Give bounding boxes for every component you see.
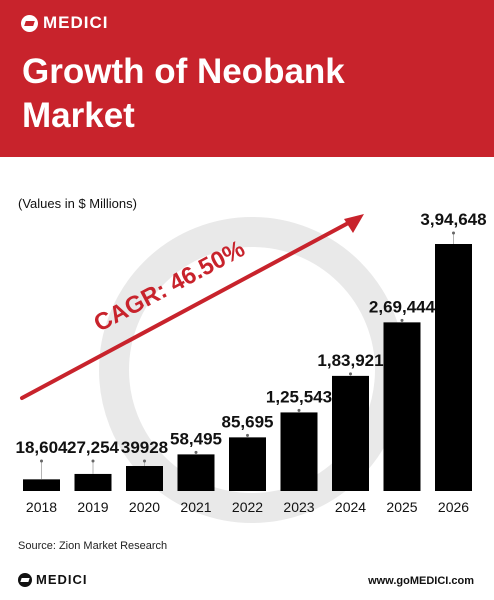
bar-2018 xyxy=(23,479,60,491)
value-connector-dot-2024 xyxy=(349,372,352,376)
value-label-2023: 1,25,543 xyxy=(266,387,332,406)
tick-label-2024: 2024 xyxy=(335,499,366,515)
page-title: Growth of Neobank Market xyxy=(22,52,345,135)
value-connector-dot-2019 xyxy=(91,459,95,463)
units-note: (Values in $ Millions) xyxy=(18,196,137,211)
value-connector-dot-2018 xyxy=(40,459,43,463)
bar-2022 xyxy=(229,437,266,491)
value-connector-dot-2022 xyxy=(246,433,249,437)
tick-label-2018: 2018 xyxy=(26,499,57,515)
tick-label-2025: 2025 xyxy=(386,499,417,515)
footer-brand-name: MEDICI xyxy=(36,572,88,587)
website-link[interactable]: www.goMEDICI.com xyxy=(368,575,474,587)
trend-arrow-head xyxy=(344,214,364,233)
tick-label-2026: 2026 xyxy=(438,499,469,515)
tick-label-2023: 2023 xyxy=(283,499,314,515)
value-connector-dot-2021 xyxy=(194,450,198,454)
header-banner: MEDICI Growth of Neobank Market xyxy=(0,0,494,157)
value-label-2025: 2,69,444 xyxy=(369,297,436,316)
value-label-2018: 18,604 xyxy=(16,438,69,457)
trend-arrow-line xyxy=(20,219,354,400)
bar-2025 xyxy=(383,322,421,491)
bar-2024 xyxy=(332,375,369,491)
tick-label-2019: 2019 xyxy=(77,499,108,515)
bar-2020 xyxy=(126,466,163,491)
tick-label-2020: 2020 xyxy=(129,499,160,515)
medici-logo-icon xyxy=(18,572,32,587)
value-label-2019: 27,254 xyxy=(67,438,120,457)
value-label-2024: 1,83,921 xyxy=(317,351,383,370)
medici-logo-icon xyxy=(21,14,38,32)
bar-2021 xyxy=(177,454,215,491)
tick-label-2021: 2021 xyxy=(180,499,211,515)
value-label-2021: 58,495 xyxy=(170,429,222,448)
brand-name: MEDICI xyxy=(43,13,109,32)
value-connector-dot-2020 xyxy=(143,459,146,463)
value-label-2022: 85,695 xyxy=(222,412,274,431)
footer-brand: MEDICI xyxy=(18,572,88,587)
tick-label-2022: 2022 xyxy=(232,499,263,515)
value-connector-dot-2023 xyxy=(297,408,301,412)
source-note: Source: Zion Market Research xyxy=(18,540,168,552)
bar-2019 xyxy=(74,473,112,491)
brand-logo: MEDICI xyxy=(21,13,109,33)
value-label-2026: 3,94,648 xyxy=(420,210,486,229)
bar-2023 xyxy=(280,412,318,491)
value-label-2020: 39928 xyxy=(121,438,168,457)
bar-2026 xyxy=(435,244,472,491)
value-connector-dot-2025 xyxy=(400,318,404,322)
value-connector-dot-2026 xyxy=(452,231,455,235)
